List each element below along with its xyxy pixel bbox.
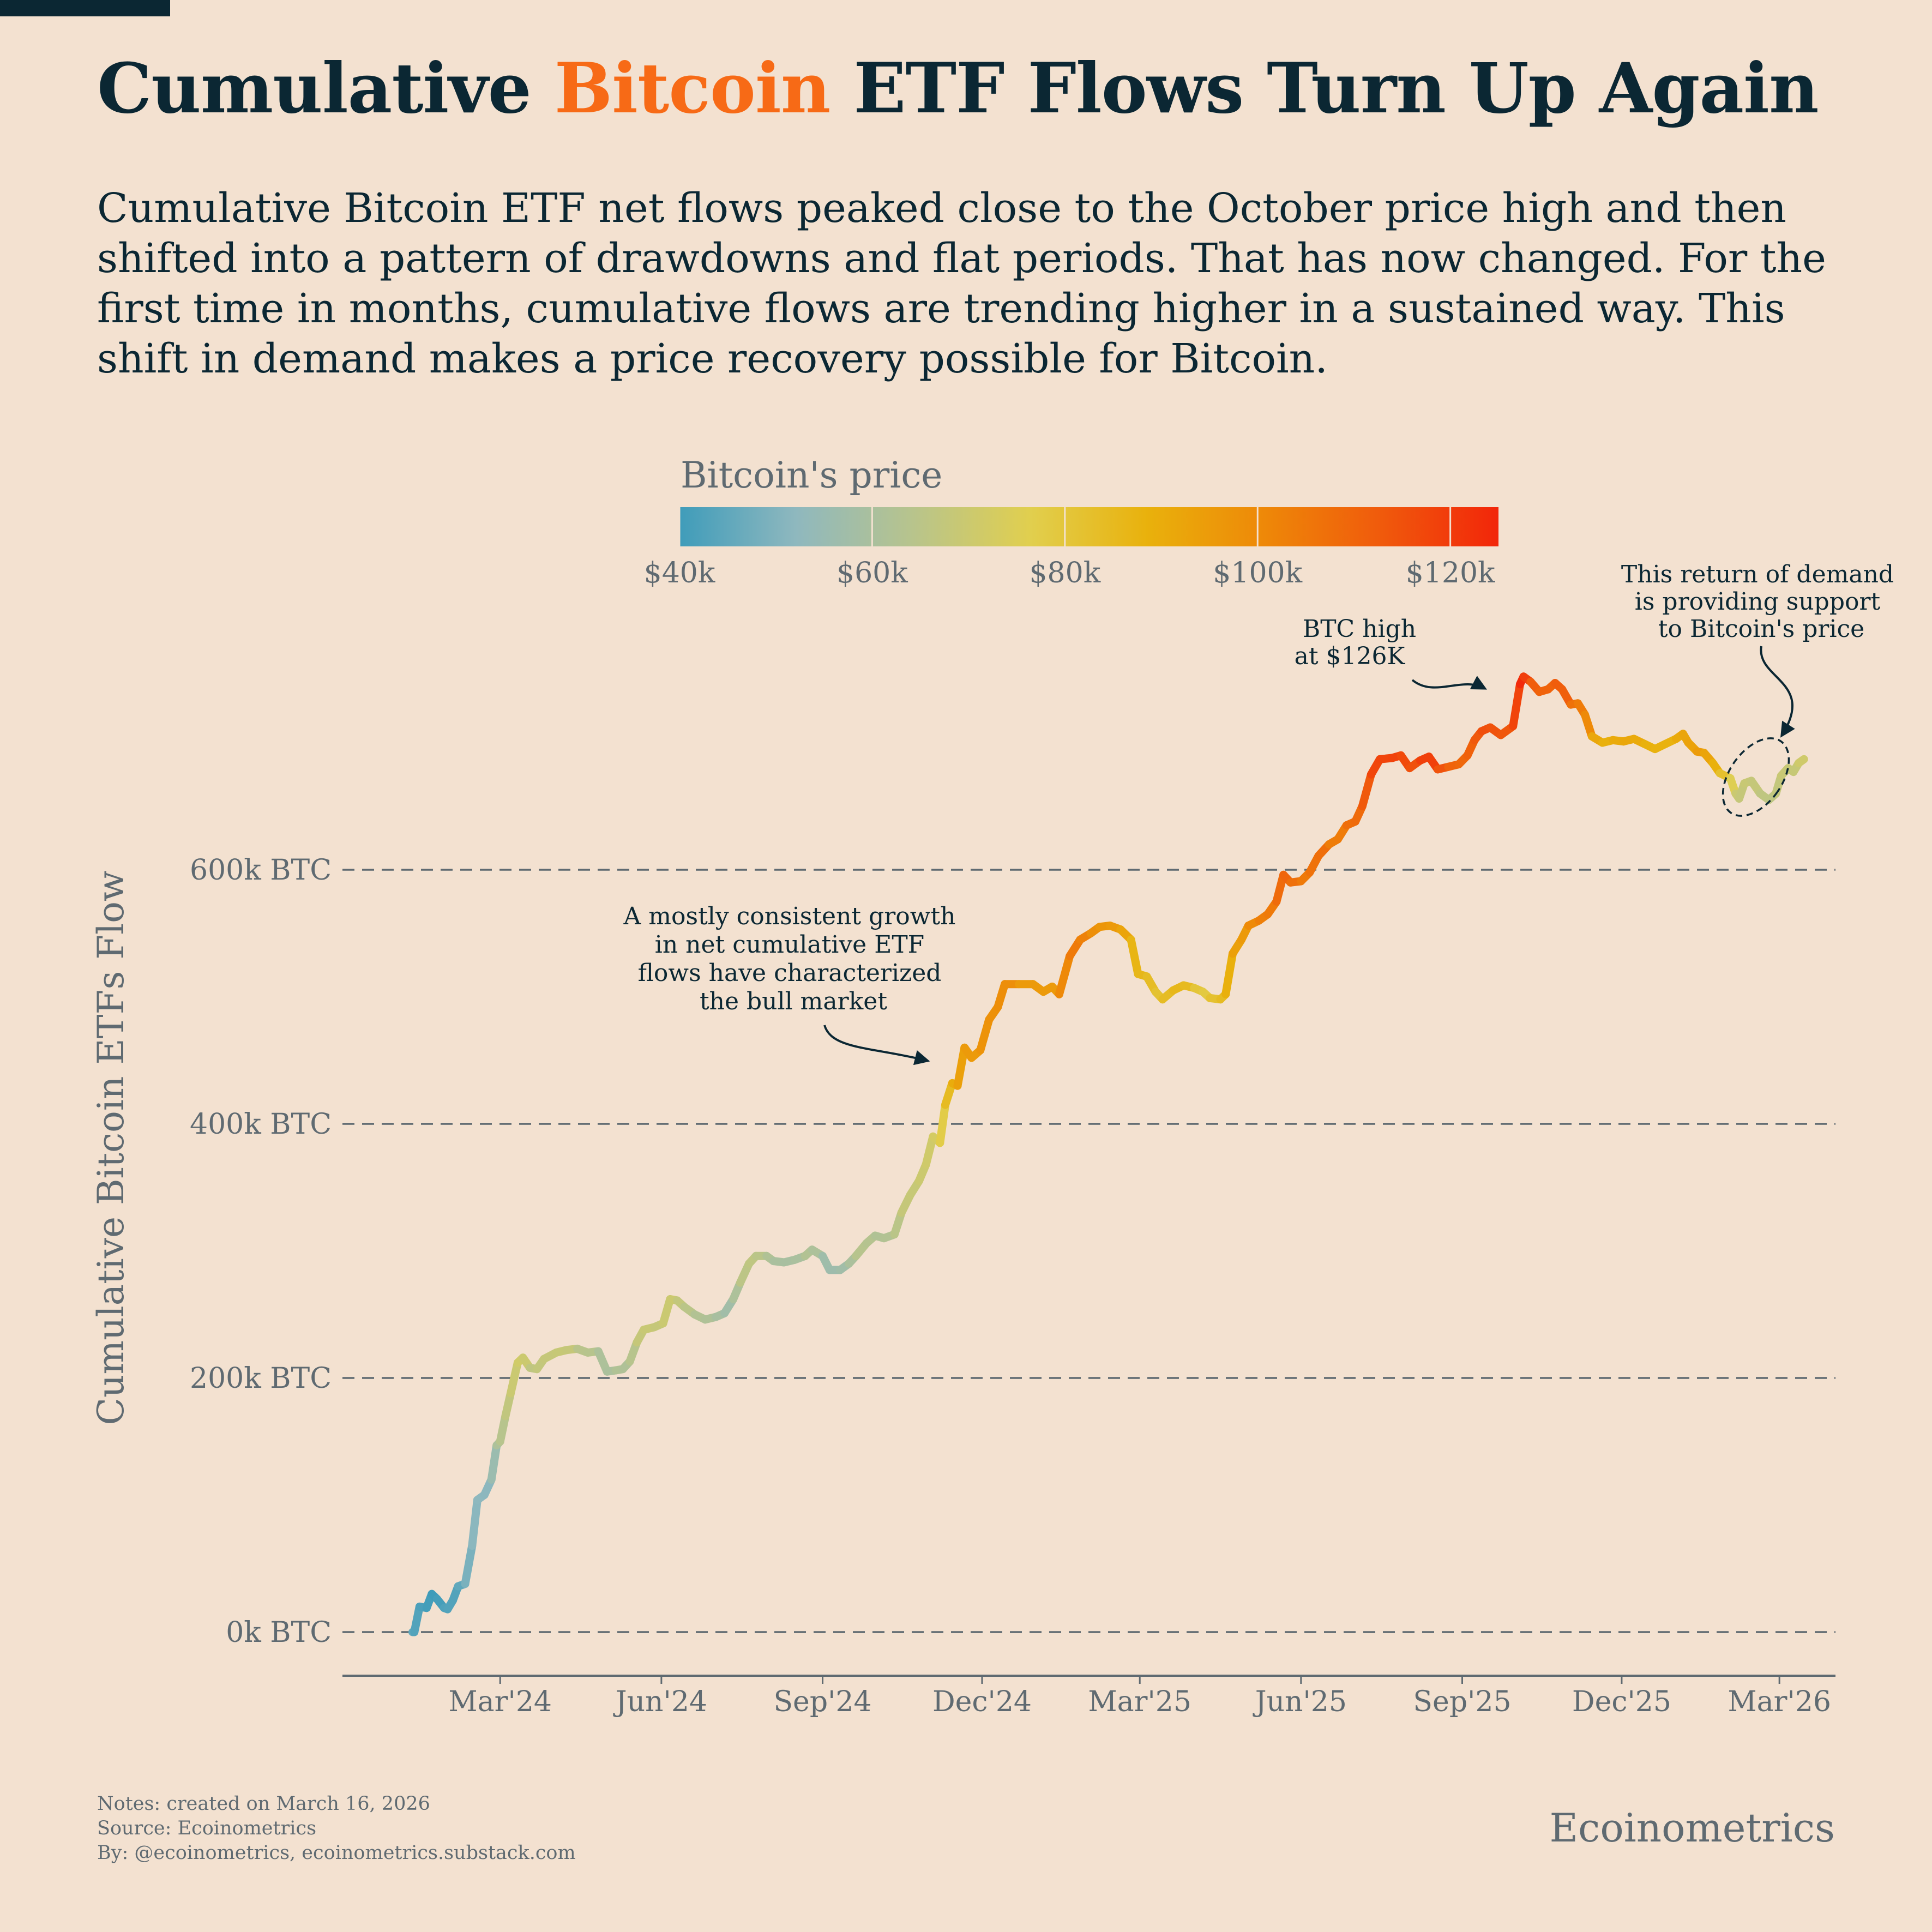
colorbar-tick-label: $100k (1213, 557, 1302, 589)
y-tick-label: 0k BTC (226, 1616, 332, 1649)
flow-line-segment (922, 1132, 937, 1169)
flow-line-segment (507, 1358, 522, 1398)
y-tick-label: 600k BTC (190, 854, 332, 887)
footer-created-note: Notes: created on March 16, 2026 (97, 1793, 430, 1815)
colorbar-tick-label: $80k (1029, 557, 1100, 589)
x-axis-ticks: Mar'24 Jun'24 Sep'24 Dec'24 Mar'25 Jun'25 Sep'… (448, 1676, 1831, 1718)
colorbar-tick-label: $40k (644, 557, 715, 589)
gridlines (342, 869, 1835, 1633)
page-subtitle: Cumulative Bitcoin ETF net flows peaked … (97, 185, 1826, 382)
title-part-2: ETF Flows Turn Up Again (830, 48, 1819, 129)
flow-line-segment (1221, 949, 1237, 998)
annotation-high: BTC high at $126K (1295, 615, 1487, 690)
flow-line-segment (496, 1412, 510, 1446)
footer-byline: By: @ecoinometrics, ecoinometrics.substa… (97, 1842, 576, 1864)
annotation-demand-text: This return of demand is providing suppo… (1621, 561, 1901, 643)
x-tick-label: Dec'25 (1572, 1686, 1671, 1718)
annotation-growth-line-4: the bull market (700, 988, 887, 1015)
annotation-high-line-2: at $126K (1295, 642, 1406, 670)
colorbar-tick-label: $60k (836, 557, 908, 589)
flow-series (408, 672, 1808, 1636)
annotation-demand-line-1: This return of demand (1621, 561, 1894, 588)
flow-line-segment (1055, 952, 1074, 998)
flow-line-segment (936, 1100, 949, 1147)
flow-line-segment (1509, 680, 1524, 731)
x-tick-label: Mar'26 (1728, 1686, 1831, 1718)
flow-line-segment (487, 1441, 501, 1484)
x-tick-label: Sep'24 (773, 1686, 871, 1718)
annotation-demand-arrow (1760, 646, 1795, 738)
annotation-growth-line-2: in net cumulative ETF (655, 931, 924, 959)
flow-line-segment (659, 1295, 675, 1328)
y-axis-label: Cumulative Bitcoin ETFs Flow (90, 871, 132, 1425)
annotation-growth-arrow (823, 1025, 930, 1066)
flow-line-segment (410, 1602, 424, 1636)
y-tick-label: 400k BTC (190, 1108, 332, 1141)
flow-line-segment (461, 1542, 477, 1588)
annotation-demand-line-3: to Bitcoin's price (1658, 615, 1864, 643)
y-axis-ticks: 0k BTC 200k BTC 400k BTC 600k BTC (190, 854, 332, 1649)
x-tick-label: Sep'25 (1413, 1686, 1511, 1718)
colorbar: Bitcoin's price $40k $60k $80k $100k $120k (644, 454, 1498, 589)
title-highlight: Bitcoin (554, 48, 831, 129)
y-tick-label: 200k BTC (190, 1362, 332, 1395)
annotation-growth-line-1: A mostly consistent growth (623, 902, 956, 930)
annotation-high-arrow (1411, 676, 1487, 690)
page-title: Cumulative Bitcoin ETF Flows Turn Up Aga… (97, 48, 1819, 129)
x-tick-label: Mar'24 (448, 1686, 552, 1718)
footer-source: Source: Ecoinometrics (97, 1817, 317, 1839)
flow-line-segment (976, 1015, 994, 1055)
footer-notes: Notes: created on March 16, 2026 Source:… (97, 1792, 576, 1865)
flow-line-segment (1127, 935, 1142, 978)
annotation-demand-line-2: is providing support (1635, 588, 1881, 616)
annotation-growth: A mostly consistent growth in net cumula… (623, 902, 964, 1066)
annotation-growth-line-3: flows have characterized (638, 959, 942, 987)
x-tick-label: Jun'24 (613, 1686, 707, 1718)
corner-accent-bar (0, 0, 170, 16)
x-tick-label: Mar'25 (1088, 1686, 1191, 1718)
flow-line-segment (1795, 755, 1808, 767)
brand-logo-text: Ecoinometrics (1549, 1805, 1835, 1851)
flow-line-segment (953, 1043, 969, 1090)
annotation-demand-ellipse (1722, 737, 1790, 817)
annotation-high-text: BTC high at $126K (1295, 615, 1424, 670)
colorbar-tick-label: $120k (1406, 557, 1495, 589)
colorbar-ticks: $40k $60k $80k $100k $120k (644, 507, 1495, 589)
annotation-demand: This return of demand is providing suppo… (1621, 561, 1901, 817)
flow-line-segment (468, 1496, 482, 1550)
x-tick-label: Jun'25 (1253, 1686, 1347, 1718)
annotation-high-line-1: BTC high (1303, 615, 1416, 643)
annotation-growth-text: A mostly consistent growth in net cumula… (623, 902, 964, 1015)
flow-line-segment (1358, 770, 1375, 810)
colorbar-title: Bitcoin's price (681, 454, 942, 496)
title-part-1: Cumulative (97, 48, 555, 129)
colorbar-gradient (679, 507, 1498, 546)
x-tick-label: Dec'24 (932, 1686, 1032, 1718)
